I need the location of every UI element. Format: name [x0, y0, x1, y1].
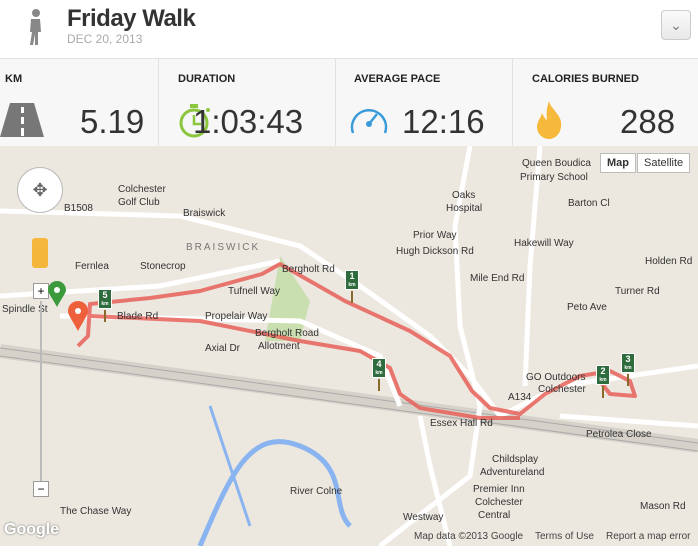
map-label: Mason Rd [640, 501, 686, 512]
map-label: Blade Rd [117, 311, 159, 322]
map-label: Turner Rd [615, 286, 660, 297]
map-label: Bergholt Road [255, 328, 319, 339]
route-line [76, 262, 637, 420]
stat-pace: AVERAGE PACE 12:16 [336, 59, 513, 147]
stats-bar: KM 5.19 DURATION 1:03:43 AVERAGE PACE 12… [0, 58, 698, 147]
stat-label: KM [5, 73, 23, 85]
route-map[interactable]: Queen Boudica Primary School Oaks Hospital B… [0, 146, 698, 546]
map-type-map-button[interactable]: Map [600, 153, 636, 173]
map-label: Central [478, 510, 511, 521]
map-label: Stonecrop [140, 261, 186, 272]
zoom-in-button[interactable]: + [33, 283, 49, 299]
stat-value: 288 [620, 103, 676, 140]
stat-value: 12:16 [402, 103, 485, 140]
map-label: Propelair Way [205, 311, 268, 322]
stat-distance: KM 5.19 [0, 59, 159, 147]
map-label: Golf Club [118, 197, 160, 208]
map-label: Primary School [520, 172, 588, 183]
map-label: Fernlea [75, 261, 109, 272]
chevron-down-icon: ⌄ [670, 17, 682, 33]
map-label: Hospital [446, 203, 483, 214]
stopwatch-icon [179, 104, 210, 138]
start-marker-icon [48, 281, 66, 307]
walker-icon [30, 9, 41, 45]
stat-label: DURATION [178, 73, 236, 85]
stat-label: AVERAGE PACE [354, 73, 441, 85]
map-label: Holden Rd [645, 256, 693, 267]
map-label: Westway [403, 512, 444, 523]
speedometer-icon [350, 109, 388, 134]
map-label: Mile End Rd [470, 273, 525, 284]
map-label: Colchester [475, 497, 523, 508]
map-label: Spindle St [2, 304, 48, 315]
end-marker-icon [68, 301, 88, 331]
map-label: River Colne [290, 486, 343, 497]
zoom-out-button[interactable]: − [33, 481, 49, 497]
stat-value: 1:03:43 [193, 103, 304, 140]
flame-icon [537, 101, 562, 139]
map-label: A134 [508, 392, 532, 403]
map-label: Peto Ave [567, 302, 607, 313]
map-label: BRAISWICK [186, 242, 261, 253]
street-view-pegman[interactable] [32, 238, 48, 268]
stat-value: 5.19 [80, 103, 145, 140]
map-label: Axial Dr [205, 343, 241, 354]
map-label: B1508 [64, 203, 93, 214]
pan-control[interactable]: ✥ [17, 167, 63, 213]
map-label: Childsplay [492, 454, 539, 465]
map-label: Bergholt Rd [282, 264, 335, 275]
map-label: Colchester [118, 184, 166, 195]
stat-label: CALORIES BURNED [532, 73, 639, 85]
report-error-link[interactable]: Report a map error [606, 531, 691, 542]
km-marker-1[interactable]: 1 km [345, 270, 359, 303]
road-icon [0, 103, 44, 137]
map-label: Hakewill Way [514, 238, 574, 249]
map-label: Essex Hall Rd [430, 418, 493, 429]
map-label: Queen Boudica [522, 158, 591, 169]
map-label: Premier Inn [473, 484, 525, 495]
activity-date: DEC 20, 2013 [67, 32, 143, 46]
stat-calories: CALORIES BURNED 288 [513, 59, 698, 147]
km-marker-4[interactable]: 4 km [372, 358, 386, 391]
map-label: Petrolea Close [586, 429, 652, 440]
map-label: Colchester [538, 384, 586, 395]
km-marker-3[interactable]: 3 km [621, 353, 635, 386]
map-label: Adventureland [480, 467, 545, 478]
map-label: Tufnell Way [228, 286, 281, 297]
km-marker-5[interactable]: 5 km [98, 289, 112, 322]
activity-title: Friday Walk [67, 5, 196, 32]
map-label: Braiswick [183, 208, 226, 219]
map-label: The Chase Way [60, 506, 132, 517]
map-label: Oaks [452, 190, 476, 201]
options-dropdown-button[interactable]: ⌄ [661, 10, 691, 40]
map-attribution: Map data ©2013 Google [414, 531, 524, 542]
map-label: Barton Cl [568, 198, 610, 209]
activity-header: Friday Walk DEC 20, 2013 ⌄ [0, 0, 698, 58]
google-logo: Google [4, 521, 60, 538]
map-label: Hugh Dickson Rd [396, 246, 474, 257]
map-label: Prior Way [413, 230, 457, 241]
zoom-slider[interactable] [40, 301, 42, 481]
km-marker-2[interactable]: 2 km [596, 365, 610, 398]
map-label: GO Outdoors [526, 372, 586, 383]
terms-link[interactable]: Terms of Use [535, 531, 594, 542]
map-label: Allotment [258, 341, 300, 352]
map-type-satellite-button[interactable]: Satellite [637, 153, 691, 173]
stat-duration: DURATION 1:03:43 [159, 59, 336, 147]
